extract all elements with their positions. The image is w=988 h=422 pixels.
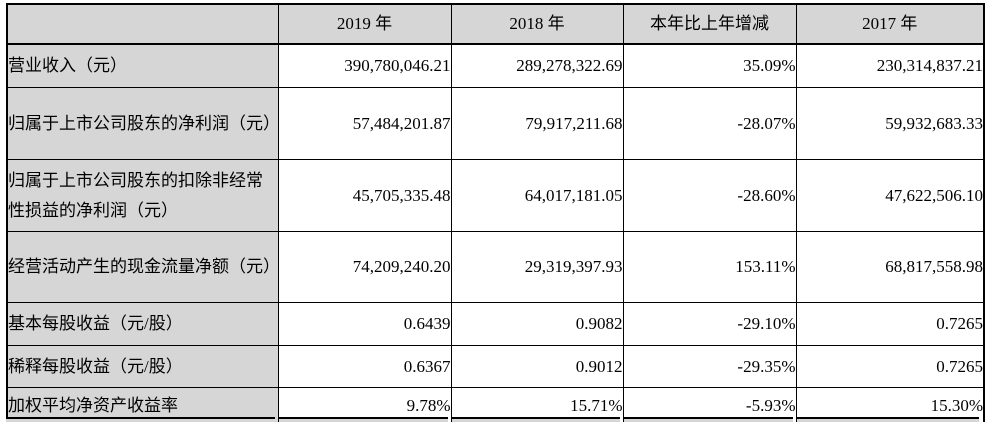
cell-2019: 9.78% <box>277 387 452 422</box>
column-header-yoy-change: 本年比上年增减 <box>622 3 797 45</box>
cell-yoy-change: -28.07% <box>622 87 797 160</box>
column-header-2017: 2017 年 <box>795 3 985 45</box>
cell-yoy-change: -28.60% <box>622 159 797 232</box>
cell-yoy-change: -29.10% <box>622 302 797 346</box>
cell-yoy-change: -29.35% <box>622 345 797 388</box>
financial-summary-table: 2019 年 2018 年 本年比上年增减 2017 年 营业收入（元） 390… <box>6 3 985 422</box>
cell-2019: 74,209,240.20 <box>277 231 452 303</box>
row-label: 稀释每股收益（元/股） <box>6 345 279 388</box>
table-row-operating-cash-flow: 经营活动产生的现金流量净额（元） 74,209,240.20 29,319,39… <box>6 231 985 303</box>
table-row-basic-eps: 基本每股收益（元/股） 0.6439 0.9082 -29.10% 0.7265 <box>6 302 985 346</box>
partial-cell <box>279 417 448 422</box>
next-row-cutoff-fragment <box>6 417 983 422</box>
cell-2017: 47,622,506.10 <box>795 159 985 232</box>
column-header-blank <box>6 3 279 45</box>
row-label: 经营活动产生的现金流量净额（元） <box>6 231 279 303</box>
table-row-net-profit: 归属于上市公司股东的净利润（元） 57,484,201.87 79,917,21… <box>6 87 985 160</box>
row-label: 营业收入（元） <box>6 43 279 88</box>
row-label: 加权平均净资产收益率 <box>6 387 279 422</box>
cell-yoy-change: 153.11% <box>622 231 797 303</box>
cell-2018: 64,017,181.05 <box>450 159 624 232</box>
table-row-diluted-eps: 稀释每股收益（元/股） 0.6367 0.9012 -29.35% 0.7265 <box>6 345 985 388</box>
cell-2019: 45,705,335.48 <box>277 159 452 232</box>
cell-2019: 57,484,201.87 <box>277 87 452 160</box>
cell-2017: 15.30% <box>795 387 985 422</box>
cell-2017: 59,932,683.33 <box>795 87 985 160</box>
cell-2018: 29,319,397.93 <box>450 231 624 303</box>
table-header-row: 2019 年 2018 年 本年比上年增减 2017 年 <box>6 3 985 45</box>
cell-yoy-change: -5.93% <box>622 387 797 422</box>
cell-2017: 230,314,837.21 <box>795 43 985 88</box>
cell-2017: 0.7265 <box>795 302 985 346</box>
cell-2018: 0.9082 <box>450 302 624 346</box>
partial-cell <box>624 417 793 422</box>
table-row-weighted-avg-roe: 加权平均净资产收益率 9.78% 15.71% -5.93% 15.30% <box>6 387 985 422</box>
partial-cell <box>452 417 620 422</box>
cell-2018: 79,917,211.68 <box>450 87 624 160</box>
cell-2018: 0.9012 <box>450 345 624 388</box>
column-header-2019: 2019 年 <box>277 3 452 45</box>
cell-2017: 0.7265 <box>795 345 985 388</box>
table-row-net-profit-excl-nonrecurring: 归属于上市公司股东的扣除非经常性损益的净利润（元） 45,705,335.48 … <box>6 159 985 232</box>
cell-yoy-change: 35.09% <box>622 43 797 88</box>
cell-2019: 0.6439 <box>277 302 452 346</box>
cell-2019: 390,780,046.21 <box>277 43 452 88</box>
table-row-operating-revenue: 营业收入（元） 390,780,046.21 289,278,322.69 35… <box>6 43 985 88</box>
partial-cell <box>797 417 979 422</box>
cell-2017: 68,817,558.98 <box>795 231 985 303</box>
row-label: 归属于上市公司股东的扣除非经常性损益的净利润（元） <box>6 159 279 232</box>
cell-2018: 289,278,322.69 <box>450 43 624 88</box>
cell-2019: 0.6367 <box>277 345 452 388</box>
row-label: 归属于上市公司股东的净利润（元） <box>6 87 279 160</box>
partial-cell <box>6 417 275 422</box>
cell-2018: 15.71% <box>450 387 624 422</box>
column-header-2018: 2018 年 <box>450 3 624 45</box>
row-label: 基本每股收益（元/股） <box>6 302 279 346</box>
